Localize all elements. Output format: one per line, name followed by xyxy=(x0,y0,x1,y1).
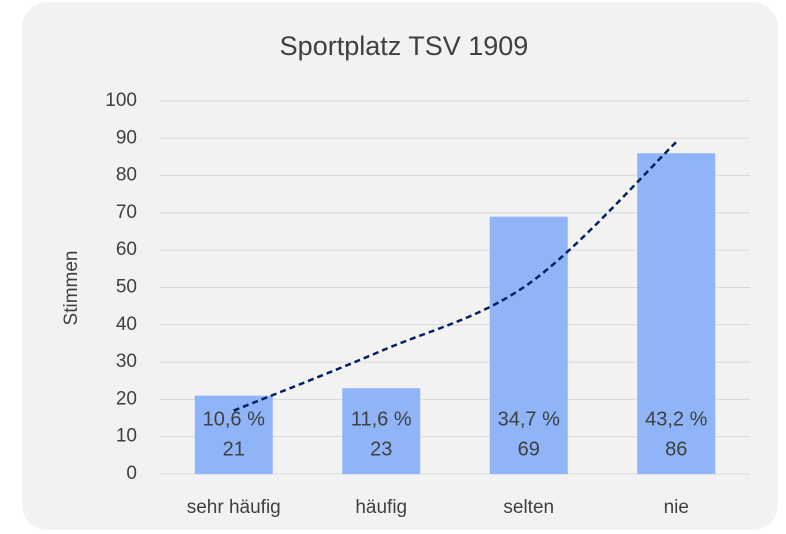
y-tick-label: 10 xyxy=(116,426,137,447)
value-label: 23 xyxy=(370,438,392,460)
y-tick-label: 40 xyxy=(116,314,137,335)
trendline xyxy=(233,141,678,412)
value-label: 86 xyxy=(665,438,687,460)
y-tick-label: 0 xyxy=(126,463,137,484)
value-label: 21 xyxy=(223,438,245,460)
percent-label: 43,2 % xyxy=(645,408,707,430)
y-tick-label: 80 xyxy=(116,165,137,186)
bar xyxy=(194,395,273,474)
bar xyxy=(342,388,421,474)
y-tick-label: 70 xyxy=(116,202,137,223)
y-axis-label: Stimmen xyxy=(61,251,82,326)
value-label: 69 xyxy=(518,438,540,460)
x-tick-label: nie xyxy=(664,497,689,518)
chart-title: Sportplatz TSV 1909 xyxy=(280,31,529,61)
percent-label: 11,6 % xyxy=(351,408,412,430)
bar xyxy=(637,153,716,474)
y-tick-label: 100 xyxy=(105,90,137,111)
percent-label: 34,7 % xyxy=(498,408,560,430)
x-tick-label: sehr häufig xyxy=(187,497,281,518)
y-tick-label: 30 xyxy=(116,351,137,372)
percent-label: 10,6 % xyxy=(203,408,265,430)
y-tick-label: 90 xyxy=(116,127,137,148)
y-tick-label: 50 xyxy=(116,277,137,298)
x-tick-label: häufig xyxy=(355,497,407,518)
y-tick-label: 60 xyxy=(116,239,137,260)
y-tick-label: 20 xyxy=(116,388,137,409)
x-tick-label: selten xyxy=(503,497,554,518)
bar xyxy=(489,216,568,474)
